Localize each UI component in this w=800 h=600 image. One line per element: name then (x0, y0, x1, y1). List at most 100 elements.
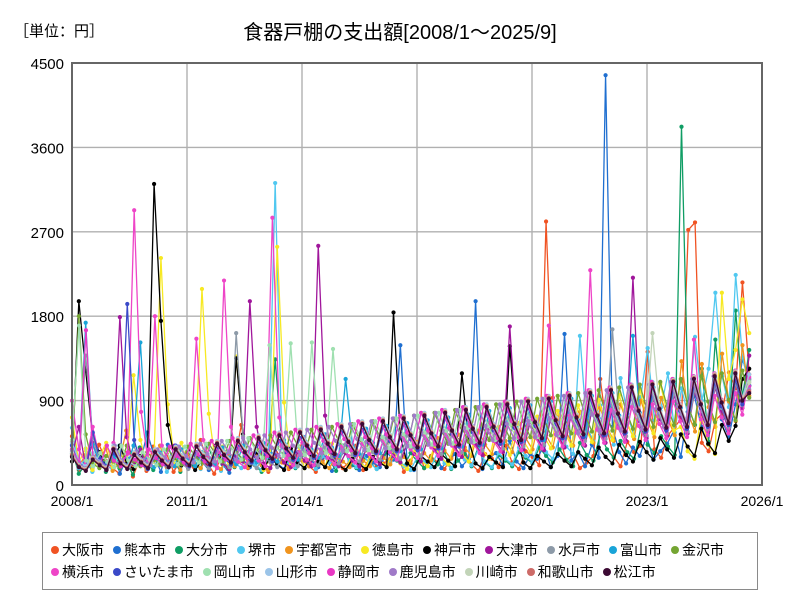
series-marker (275, 244, 280, 249)
series-marker (713, 337, 718, 342)
series-marker (665, 447, 670, 452)
legend-row: 横浜市 さいたま市 岡山市 山形市 静岡市 鹿児島市 川崎市 和歌山市 松江市 (51, 561, 753, 583)
series-marker (535, 453, 540, 459)
series-marker (284, 456, 289, 461)
legend-item[interactable]: 川崎市 (464, 565, 518, 579)
series-marker (672, 433, 677, 438)
series-marker (298, 452, 303, 458)
series-marker (206, 411, 211, 416)
legend-item[interactable]: 和歌山市 (526, 565, 594, 579)
series-marker (596, 445, 601, 450)
series-marker (357, 459, 362, 464)
series-marker (311, 463, 316, 468)
series-marker (76, 299, 81, 304)
series-marker (201, 454, 206, 459)
series-marker (111, 458, 116, 463)
series-marker (415, 455, 420, 460)
series-marker (550, 456, 555, 461)
legend-item[interactable]: 横浜市 (51, 565, 104, 579)
legend-item[interactable]: 大津市 (485, 543, 538, 557)
series-marker (425, 459, 430, 464)
series-marker (432, 465, 437, 470)
legend-item[interactable]: 大分市 (175, 543, 228, 557)
legend-marker-icon (423, 546, 431, 554)
series-marker (104, 443, 110, 448)
series-marker (726, 438, 731, 444)
series-marker (337, 438, 343, 444)
series-marker (295, 464, 300, 469)
series-marker (490, 437, 495, 443)
series-marker (636, 408, 641, 414)
legend-item[interactable]: 神戸市 (423, 543, 476, 557)
legend-item[interactable]: 熊本市 (113, 543, 166, 557)
legend-item[interactable]: 静岡市 (326, 565, 380, 579)
series-marker (332, 451, 337, 457)
series-marker (498, 449, 503, 454)
series-marker (305, 427, 310, 432)
series-marker (339, 424, 344, 429)
legend-item[interactable]: 水戸市 (547, 543, 600, 557)
y-axis-tick-label: 0 (56, 478, 64, 495)
series-marker (387, 435, 392, 440)
series-marker (494, 402, 499, 407)
legend-marker-icon (388, 568, 397, 576)
series-marker (262, 433, 267, 438)
series-marker (521, 466, 526, 471)
series-marker (583, 391, 588, 396)
legend-label: 岡山市 (213, 564, 256, 580)
legend-item[interactable]: 堺市 (237, 543, 276, 557)
legend-marker-icon (51, 546, 59, 554)
series-marker (145, 466, 151, 471)
legend-item[interactable]: 山形市 (264, 565, 318, 579)
series-marker (604, 388, 609, 393)
legend-item[interactable]: さいたま市 (113, 565, 194, 579)
legend-marker-icon (237, 546, 245, 554)
series-marker (228, 424, 234, 429)
legend-item[interactable]: 富山市 (609, 543, 662, 557)
legend-label: 富山市 (620, 542, 662, 558)
series-marker (685, 449, 690, 454)
series-marker (450, 441, 456, 446)
series-marker (446, 458, 451, 463)
plot-frame (71, 62, 763, 486)
series-marker (248, 447, 253, 452)
series-marker (330, 346, 336, 352)
series-marker (466, 459, 471, 464)
legend-item[interactable]: 鹿児島市 (388, 565, 456, 579)
series-marker (476, 468, 481, 474)
series-marker (394, 416, 399, 421)
legend-item[interactable]: 松江市 (602, 565, 656, 579)
series-marker (313, 466, 318, 472)
legend-item[interactable]: 徳島市 (361, 543, 414, 557)
legend-item[interactable]: 岡山市 (202, 564, 256, 580)
legend-item[interactable]: 宇都宮市 (285, 543, 352, 557)
series-marker (561, 393, 566, 399)
unit-label: ［単位：円］ (14, 23, 105, 40)
series-marker (443, 410, 448, 415)
series-marker (433, 410, 438, 415)
series-marker (398, 460, 403, 465)
series-marker (618, 428, 624, 433)
legend-item[interactable]: 大阪市 (51, 543, 104, 557)
series-marker (571, 451, 576, 457)
series-marker (546, 323, 551, 328)
series-marker (373, 419, 378, 424)
series-marker (343, 376, 348, 382)
series-marker (380, 435, 385, 440)
series-marker (577, 466, 583, 471)
series-marker (643, 427, 648, 432)
series-marker (130, 472, 136, 477)
series-marker (187, 463, 192, 468)
series-marker (408, 467, 413, 473)
series-marker (523, 453, 528, 459)
series-marker (373, 459, 379, 464)
series-marker (281, 453, 286, 459)
legend-item[interactable]: 金沢市 (671, 543, 724, 557)
legend-label: 大阪市 (62, 542, 104, 558)
y-axis-tick-label: 2700 (31, 225, 64, 242)
series-marker (602, 431, 607, 436)
series-marker (251, 433, 256, 438)
series-marker (487, 454, 492, 459)
series-marker (692, 453, 697, 459)
series-marker (576, 431, 581, 436)
